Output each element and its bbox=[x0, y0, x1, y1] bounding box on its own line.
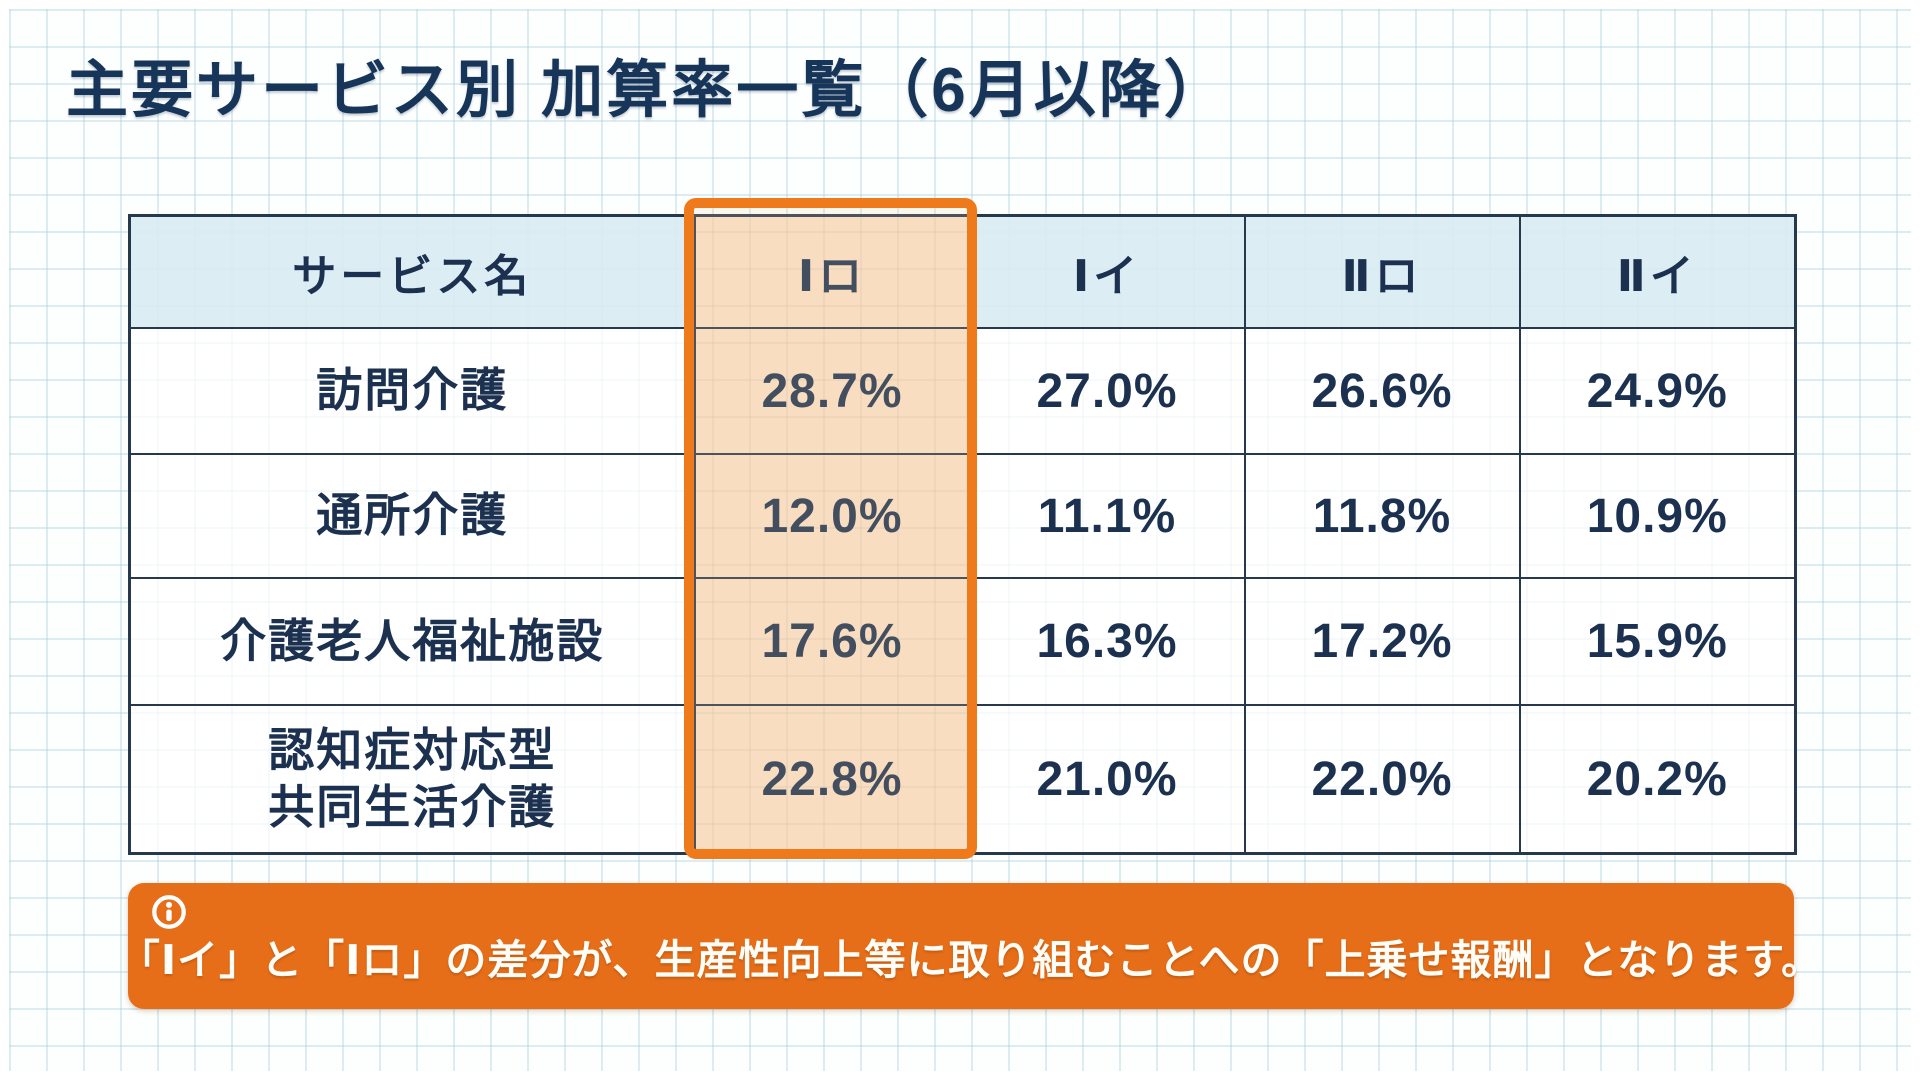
rate-cell: 22.8% bbox=[693, 704, 971, 855]
rate-cell: 27.0% bbox=[968, 327, 1246, 455]
rate-cell: 24.9% bbox=[1518, 327, 1797, 455]
col-header-service: サービス名 bbox=[128, 214, 696, 329]
info-icon bbox=[152, 895, 186, 929]
table-row: 介護老人福祉施設 17.6% 16.3% 17.2% 15.9% bbox=[128, 577, 1797, 706]
table-row: 訪問介護 28.7% 27.0% 26.6% 24.9% bbox=[128, 327, 1797, 455]
rate-cell: 22.0% bbox=[1243, 704, 1521, 855]
service-name-cell: 認知症対応型 共同生活介護 bbox=[128, 704, 696, 855]
table-row: 通所介護 12.0% 11.1% 11.8% 10.9% bbox=[128, 453, 1797, 579]
rate-cell: 10.9% bbox=[1518, 453, 1797, 579]
rate-cell: 17.6% bbox=[693, 577, 971, 706]
rate-cell: 11.1% bbox=[968, 453, 1246, 579]
col-header-2ro: Ⅱロ bbox=[1243, 214, 1521, 329]
rate-cell: 17.2% bbox=[1243, 577, 1521, 706]
rate-cell: 16.3% bbox=[968, 577, 1246, 706]
rate-cell: 26.6% bbox=[1243, 327, 1521, 455]
rate-cell: 12.0% bbox=[693, 453, 971, 579]
page-title: 主要サービス別 加算率一覧（6月以降） bbox=[66, 56, 1229, 125]
rate-cell: 20.2% bbox=[1518, 704, 1797, 855]
rates-table-container: サービス名 Ⅰロ Ⅰイ Ⅱロ Ⅱイ 訪問介護 28.7% 27.0% 26.6%… bbox=[128, 198, 1797, 859]
service-name-cell: 訪問介護 bbox=[128, 327, 696, 455]
col-header-1ro: Ⅰロ bbox=[693, 214, 971, 329]
rate-cell: 21.0% bbox=[968, 704, 1246, 855]
header-row: サービス名 Ⅰロ Ⅰイ Ⅱロ Ⅱイ bbox=[128, 214, 1797, 329]
service-name-cell: 通所介護 bbox=[128, 453, 696, 579]
col-header-1i: Ⅰイ bbox=[968, 214, 1246, 329]
col-header-2i: Ⅱイ bbox=[1518, 214, 1797, 329]
rate-cell: 15.9% bbox=[1518, 577, 1797, 706]
table-row: 認知症対応型 共同生活介護 22.8% 21.0% 22.0% 20.2% bbox=[128, 704, 1797, 855]
note-text: 「Ⅰイ」と「Ⅰロ」の差分が、生産性向上等に取り組むことへの「上乗せ報酬」となりま… bbox=[118, 937, 1824, 983]
note-banner: 「Ⅰイ」と「Ⅰロ」の差分が、生産性向上等に取り組むことへの「上乗せ報酬」となりま… bbox=[119, 883, 1822, 1009]
service-name-cell: 介護老人福祉施設 bbox=[128, 577, 696, 706]
rates-table: サービス名 Ⅰロ Ⅰイ Ⅱロ Ⅱイ 訪問介護 28.7% 27.0% 26.6%… bbox=[128, 214, 1797, 855]
rate-cell: 28.7% bbox=[693, 327, 971, 455]
rate-cell: 11.8% bbox=[1243, 453, 1521, 579]
